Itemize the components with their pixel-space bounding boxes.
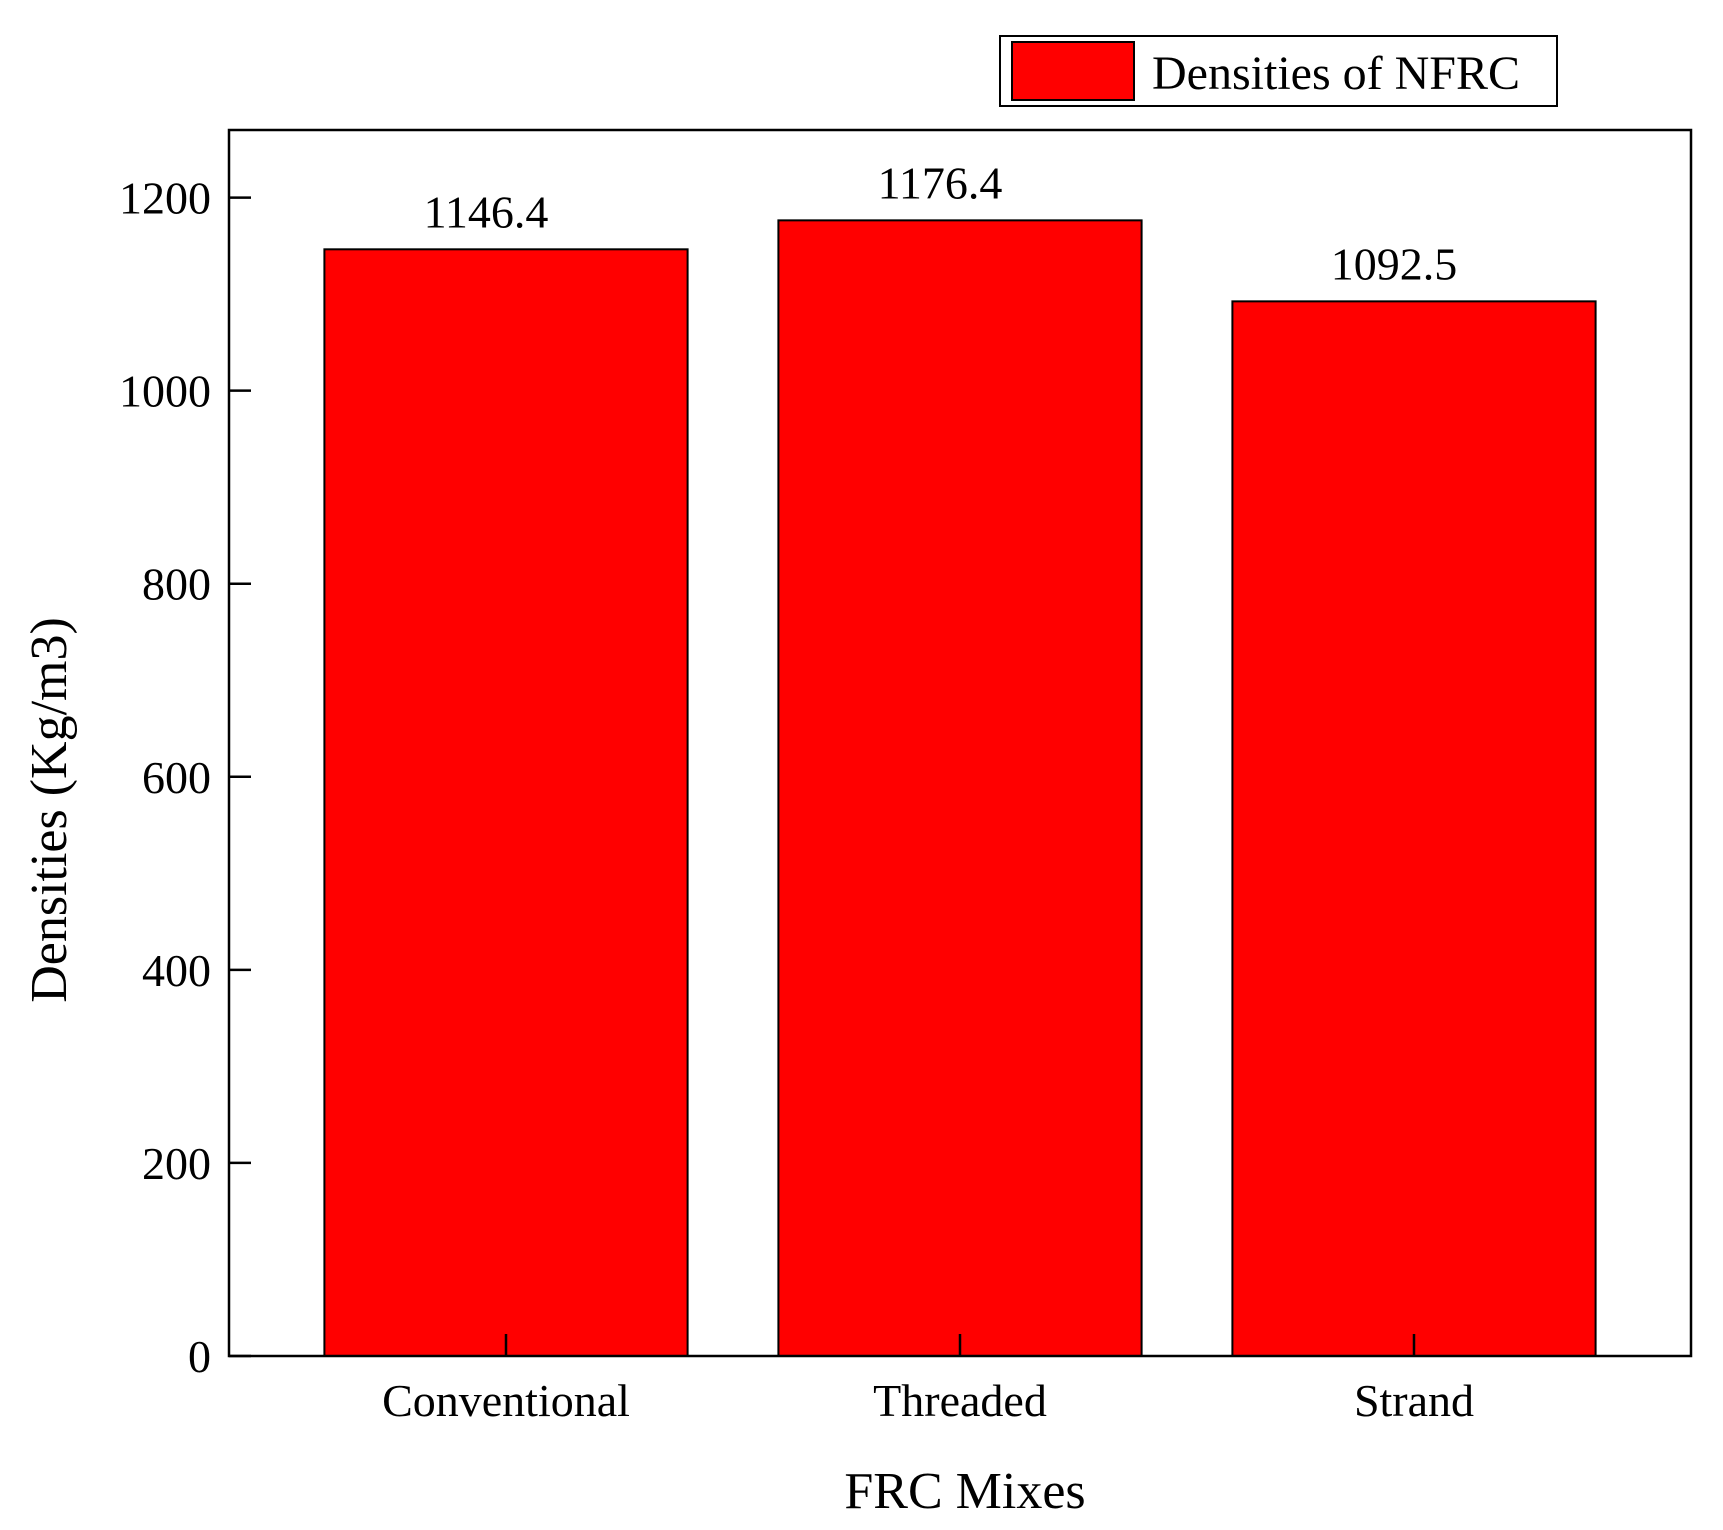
bar-conventional (323, 248, 689, 1358)
value-labels: 1146.4 1176.4 1092.5 (424, 157, 1458, 289)
value-label-conventional: 1146.4 (424, 186, 549, 237)
bar-threaded (777, 219, 1143, 1357)
legend: Densities of NFRC (999, 35, 1558, 107)
value-label-strand: 1092.5 (1331, 238, 1458, 289)
value-label-threaded: 1176.4 (878, 157, 1003, 208)
x-tick-label-conventional: Conventional (382, 1375, 630, 1426)
x-axis-ticks: Conventional Threaded Strand (382, 1334, 1474, 1426)
x-tick-label-strand: Strand (1354, 1375, 1474, 1426)
y-tick-label: 600 (142, 752, 211, 803)
legend-swatch (1011, 41, 1135, 101)
y-tick-label: 0 (188, 1331, 211, 1382)
y-tick-label: 200 (142, 1138, 211, 1189)
y-axis-title: Densities (Kg/m3) (21, 617, 78, 1003)
x-axis-title: FRC Mixes (844, 1463, 1085, 1520)
legend-label: Densities of NFRC (1152, 47, 1520, 100)
x-tick-label-threaded: Threaded (873, 1375, 1047, 1426)
y-tick-label: 400 (142, 945, 211, 996)
y-tick-label: 1000 (119, 366, 211, 417)
bars (323, 219, 1597, 1358)
bar-strand (1231, 300, 1597, 1358)
plot-frame (227, 128, 1693, 1358)
y-axis-ticks: 0 200 400 600 800 1000 1200 (119, 173, 251, 1382)
y-tick-label: 1200 (119, 173, 211, 224)
y-tick-label: 800 (142, 559, 211, 610)
